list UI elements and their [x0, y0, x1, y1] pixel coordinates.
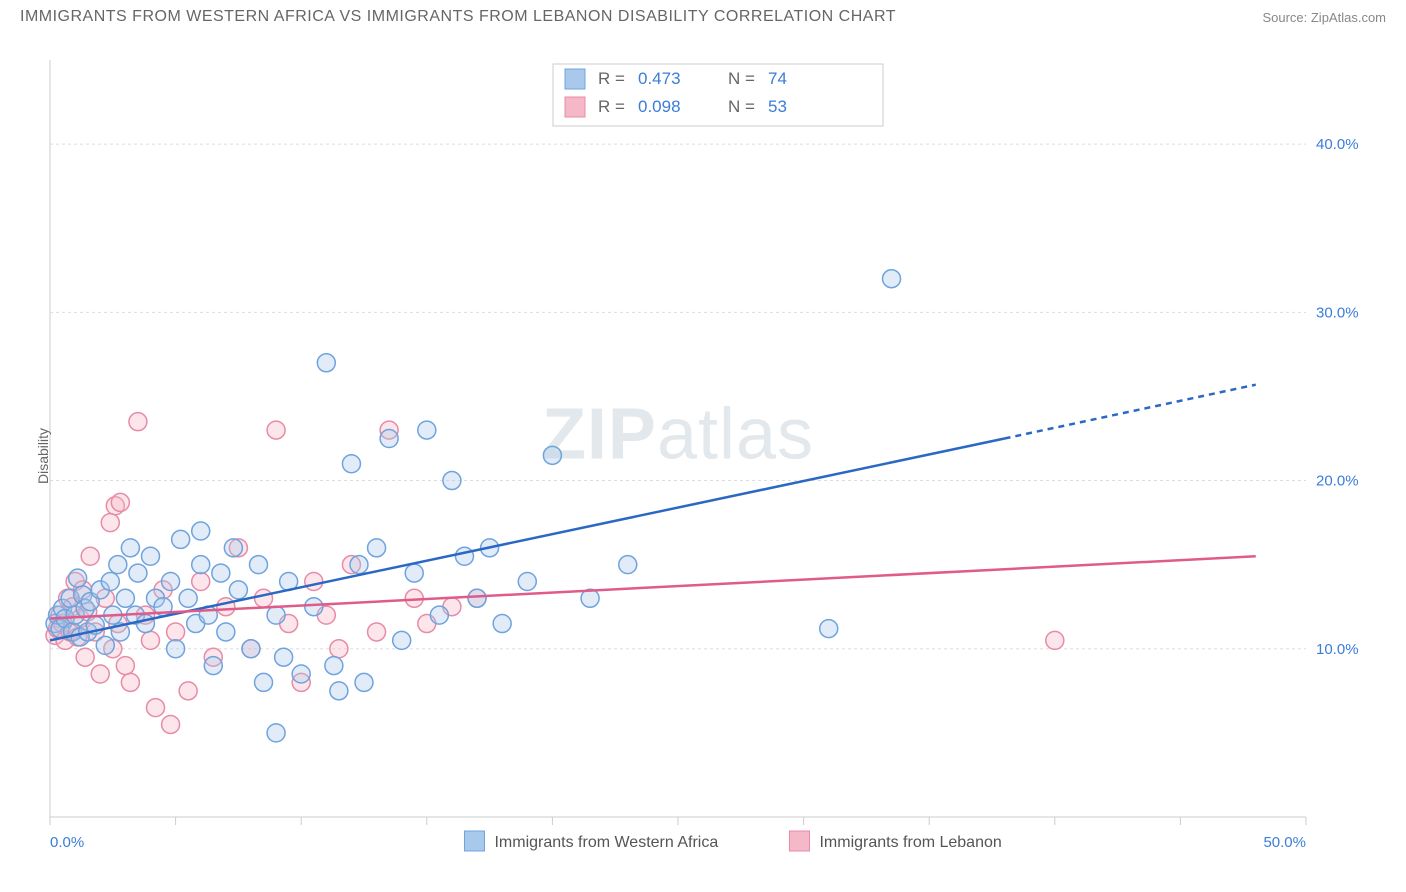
stat-r-value: 0.473 — [638, 69, 681, 88]
scatter-point — [255, 589, 273, 607]
scatter-point — [167, 640, 185, 658]
scatter-point — [267, 724, 285, 742]
scatter-point — [172, 530, 190, 548]
scatter-point — [518, 572, 536, 590]
chart-container: Disability 10.0% 20.0% 30.0% 40.0% 0.0% 50.0%… — [20, 40, 1386, 872]
scatter-point — [116, 589, 134, 607]
scatter-point — [1046, 631, 1064, 649]
y-tick-label: 30.0% — [1316, 304, 1359, 321]
scatter-point — [368, 623, 386, 641]
scatter-point — [136, 615, 154, 633]
stat-r-label: R = — [598, 97, 625, 116]
legend-swatch — [565, 69, 585, 89]
y-tick-label: 40.0% — [1316, 136, 1359, 153]
scatter-point — [162, 572, 180, 590]
x-tick-label: 50.0% — [1263, 834, 1306, 851]
scatter-point — [342, 455, 360, 473]
scatter-point — [101, 572, 119, 590]
y-axis-label: Disability — [35, 428, 51, 484]
scatter-point — [141, 547, 159, 565]
scatter-point — [121, 539, 139, 557]
scatter-point — [330, 640, 348, 658]
stat-n-label: N = — [728, 69, 755, 88]
scatter-point — [275, 648, 293, 666]
y-tick-label: 20.0% — [1316, 473, 1359, 490]
scatter-point — [147, 699, 165, 717]
scatter-point — [81, 547, 99, 565]
legend-swatch — [789, 831, 809, 851]
scatter-chart: 10.0% 20.0% 30.0% 40.0% 0.0% 50.0% ZIPatlas R =… — [20, 40, 1366, 872]
scatter-point — [493, 615, 511, 633]
scatter-point — [430, 606, 448, 624]
legend-swatch — [464, 831, 484, 851]
scatter-point — [418, 421, 436, 439]
scatter-point — [350, 556, 368, 574]
scatter-point — [820, 620, 838, 638]
stat-r-value: 0.098 — [638, 97, 681, 116]
scatter-point — [204, 657, 222, 675]
scatter-point — [121, 673, 139, 691]
legend-label: Immigrants from Western Africa — [494, 834, 718, 851]
scatter-point — [69, 569, 87, 587]
stat-r-label: R = — [598, 69, 625, 88]
scatter-point — [192, 522, 210, 540]
y-tick-label: 10.0% — [1316, 641, 1359, 658]
scatter-point — [883, 270, 901, 288]
scatter-point — [76, 648, 94, 666]
scatter-point — [249, 556, 267, 574]
scatter-point — [405, 564, 423, 582]
scatter-point — [317, 354, 335, 372]
scatter-point — [393, 631, 411, 649]
watermark: ZIPatlas — [542, 395, 814, 475]
scatter-point — [619, 556, 637, 574]
chart-title: IMMIGRANTS FROM WESTERN AFRICA VS IMMIGR… — [20, 8, 896, 26]
scatter-point — [167, 623, 185, 641]
scatter-point — [91, 665, 109, 683]
x-tick-label: 0.0% — [50, 834, 84, 851]
scatter-point — [267, 606, 285, 624]
scatter-point — [179, 589, 197, 607]
scatter-point — [468, 589, 486, 607]
scatter-point — [129, 564, 147, 582]
scatter-point — [325, 657, 343, 675]
scatter-point — [162, 715, 180, 733]
scatter-point — [455, 547, 473, 565]
scatter-point — [217, 623, 235, 641]
scatter-point — [305, 572, 323, 590]
scatter-point — [255, 673, 273, 691]
scatter-point — [380, 430, 398, 448]
scatter-point — [101, 514, 119, 532]
scatter-point — [267, 421, 285, 439]
scatter-point — [212, 564, 230, 582]
scatter-point — [129, 413, 147, 431]
scatter-point — [292, 665, 310, 683]
scatter-point — [192, 572, 210, 590]
scatter-point — [96, 636, 114, 654]
source-label: Source: ZipAtlas.com — [1262, 10, 1386, 25]
scatter-point — [242, 640, 260, 658]
scatter-point — [179, 682, 197, 700]
scatter-point — [305, 598, 323, 616]
scatter-point — [116, 657, 134, 675]
trend-line-extrapolated — [1005, 385, 1256, 439]
scatter-point — [109, 556, 127, 574]
scatter-point — [443, 472, 461, 490]
scatter-point — [229, 581, 247, 599]
stat-n-value: 53 — [768, 97, 787, 116]
legend-label: Immigrants from Lebanon — [819, 834, 1001, 851]
legend-swatch — [565, 97, 585, 117]
stat-n-label: N = — [728, 97, 755, 116]
stat-n-value: 74 — [768, 69, 787, 88]
scatter-point — [368, 539, 386, 557]
header: IMMIGRANTS FROM WESTERN AFRICA VS IMMIGR… — [0, 0, 1406, 30]
scatter-point — [330, 682, 348, 700]
scatter-point — [217, 598, 235, 616]
scatter-point — [111, 493, 129, 511]
scatter-point — [543, 446, 561, 464]
scatter-point — [192, 556, 210, 574]
scatter-point — [355, 673, 373, 691]
scatter-point — [141, 631, 159, 649]
scatter-point — [224, 539, 242, 557]
